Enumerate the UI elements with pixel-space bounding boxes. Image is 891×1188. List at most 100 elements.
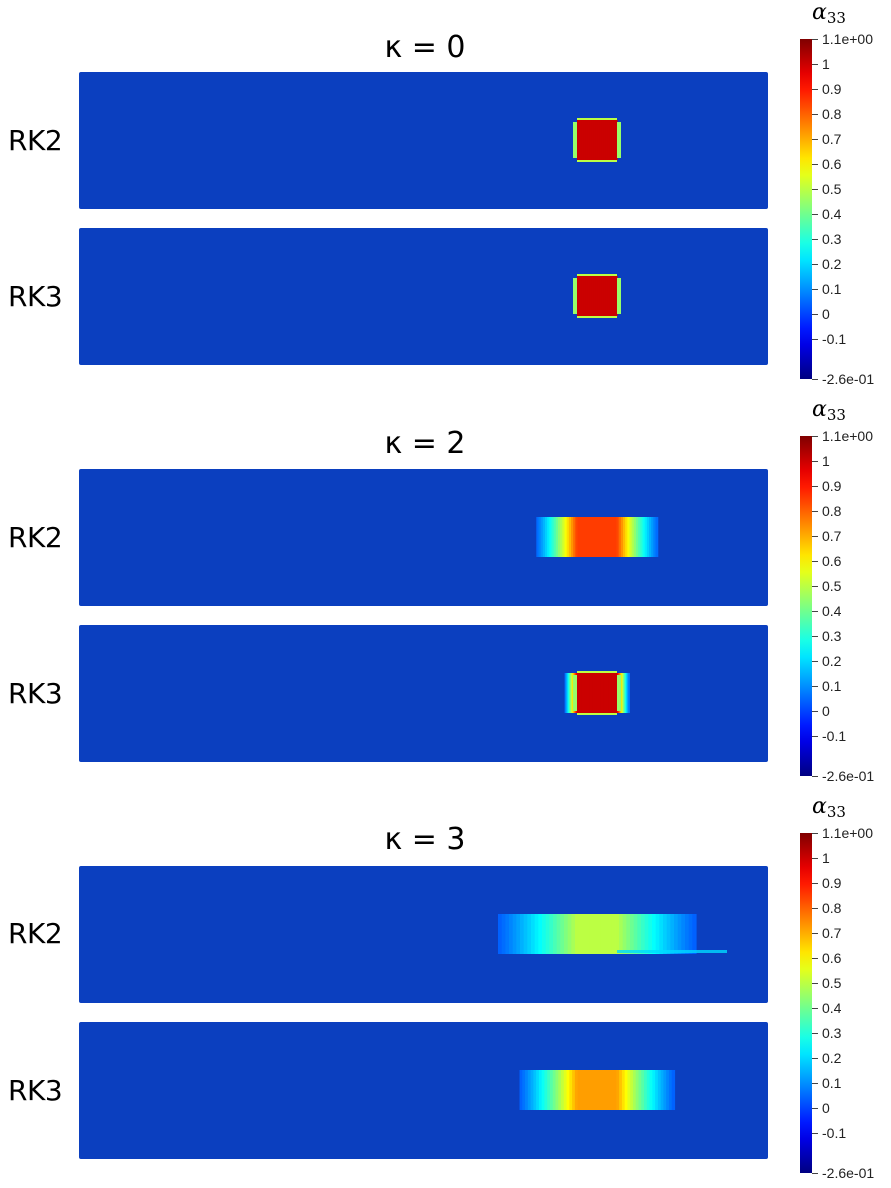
colorbar-tick xyxy=(812,858,818,859)
colorbar-tick xyxy=(812,189,818,190)
colorbar-tick-label: 0 xyxy=(822,703,830,719)
colorbar-gradient xyxy=(800,436,812,776)
colorbar-title: α33 xyxy=(812,794,846,821)
colorbar-tick xyxy=(812,908,818,909)
colorbar-min-label: -2.6e-01 xyxy=(822,1165,875,1181)
colorbar-tick xyxy=(812,314,818,315)
colorbar-tick xyxy=(812,736,818,737)
colorbar-tick xyxy=(812,511,818,512)
row-label-rk2: RK2 xyxy=(8,124,63,157)
colorbar-tick xyxy=(812,214,818,215)
colorbar-tick xyxy=(812,833,818,834)
colorbar-gradient xyxy=(800,39,812,379)
colorbar-tick-label: 0.6 xyxy=(822,553,842,569)
row-label-rk3: RK3 xyxy=(8,280,63,313)
colorbar-tick-label: 0.7 xyxy=(822,528,842,544)
colorbar-tick xyxy=(812,686,818,687)
colorbar-max-label: 1.1e+00 xyxy=(822,31,873,47)
field-blob xyxy=(498,914,727,954)
colorbar-tick xyxy=(812,139,818,140)
colorbar-tick xyxy=(812,39,818,40)
colorbar-max-label: 1.1e+00 xyxy=(822,825,873,841)
field-blob xyxy=(573,118,621,162)
row-label-rk2: RK2 xyxy=(8,521,63,554)
colorbar-tick xyxy=(812,636,818,637)
colorbar-tick xyxy=(812,239,818,240)
colorbar-tick-label: 0.5 xyxy=(822,578,842,594)
colorbar-tick-label: 0.2 xyxy=(822,1050,842,1066)
colorbar-tick xyxy=(812,883,818,884)
row-label-rk3: RK3 xyxy=(8,1074,63,1107)
colorbar-tick xyxy=(812,1008,818,1009)
colorbar-tick xyxy=(812,114,818,115)
colorbar-tick xyxy=(812,1108,818,1109)
colorbar-tick-label: 0.8 xyxy=(822,900,842,916)
colorbar-tick xyxy=(812,1058,818,1059)
field-blob xyxy=(573,274,621,318)
row-label-rk3: RK3 xyxy=(8,677,63,710)
colorbar-tick-label: 0.9 xyxy=(822,81,842,97)
colorbar-tick-label: 0.3 xyxy=(822,1025,842,1041)
field-panel xyxy=(79,469,768,606)
field-panel xyxy=(79,866,768,1003)
colorbar-tick-label: 1 xyxy=(822,850,830,866)
colorbar-tick xyxy=(812,289,818,290)
colorbar-tick xyxy=(812,64,818,65)
colorbar-tick-label: 0.4 xyxy=(822,1000,842,1016)
colorbar-tick-label: 0.9 xyxy=(822,875,842,891)
colorbar-tick-label: 0.5 xyxy=(822,181,842,197)
colorbar-tick xyxy=(812,536,818,537)
colorbar-max-label: 1.1e+00 xyxy=(822,428,873,444)
field-background xyxy=(79,228,768,365)
field-panel xyxy=(79,72,768,209)
colorbar-tick xyxy=(812,164,818,165)
colorbar-tick-label: 0.1 xyxy=(822,678,842,694)
group-title: κ = 3 xyxy=(384,822,466,857)
colorbar-tick xyxy=(812,611,818,612)
colorbar-tick-label: 0.8 xyxy=(822,503,842,519)
colorbar-tick-label: 0.4 xyxy=(822,603,842,619)
colorbar-tick xyxy=(812,339,818,340)
colorbar-tick-label: 0.4 xyxy=(822,206,842,222)
colorbar-tick-label: 1 xyxy=(822,453,830,469)
field-background xyxy=(79,625,768,762)
field-blob xyxy=(519,1070,676,1110)
colorbar-tick xyxy=(812,983,818,984)
field-panel xyxy=(79,1022,768,1159)
colorbar-tick xyxy=(812,379,818,380)
colorbar-tick xyxy=(812,661,818,662)
colorbar-tick-label: 0.6 xyxy=(822,950,842,966)
colorbar-tick xyxy=(812,486,818,487)
colorbar-tick-label: 0.6 xyxy=(822,156,842,172)
colorbar-tick xyxy=(812,586,818,587)
colorbar-tick xyxy=(812,1173,818,1174)
colorbar-tick-label: 1 xyxy=(822,56,830,72)
colorbar-tick xyxy=(812,711,818,712)
colorbar-tick-label: 0.9 xyxy=(822,478,842,494)
colorbar-tick-label: 0 xyxy=(822,306,830,322)
colorbar-tick-label: 0.5 xyxy=(822,975,842,991)
colorbar-tick-label: 0.1 xyxy=(822,281,842,297)
colorbar-min-label: -2.6e-01 xyxy=(822,768,875,784)
field-blob xyxy=(564,671,630,715)
colorbar-tick xyxy=(812,264,818,265)
colorbar-tick xyxy=(812,561,818,562)
colorbar-tick-label: -0.1 xyxy=(822,1125,847,1141)
colorbar-tick-label: 0.3 xyxy=(822,231,842,247)
colorbar-min-label: -2.6e-01 xyxy=(822,371,875,387)
colorbar-tick xyxy=(812,958,818,959)
field-panel xyxy=(79,625,768,762)
row-label-rk2: RK2 xyxy=(8,917,63,950)
colorbar-tick xyxy=(812,461,818,462)
field-panel xyxy=(79,228,768,365)
colorbar-tick-label: 0.7 xyxy=(822,131,842,147)
colorbar-tick xyxy=(812,436,818,437)
colorbar-tick-label: -0.1 xyxy=(822,331,847,347)
colorbar-tick-label: 0.8 xyxy=(822,106,842,122)
colorbar-tick xyxy=(812,1033,818,1034)
colorbar-tick xyxy=(812,1133,818,1134)
group-title: κ = 0 xyxy=(384,30,466,65)
colorbar-gradient xyxy=(800,833,812,1173)
colorbar-tick xyxy=(812,1083,818,1084)
colorbar-tick-label: 0.7 xyxy=(822,925,842,941)
